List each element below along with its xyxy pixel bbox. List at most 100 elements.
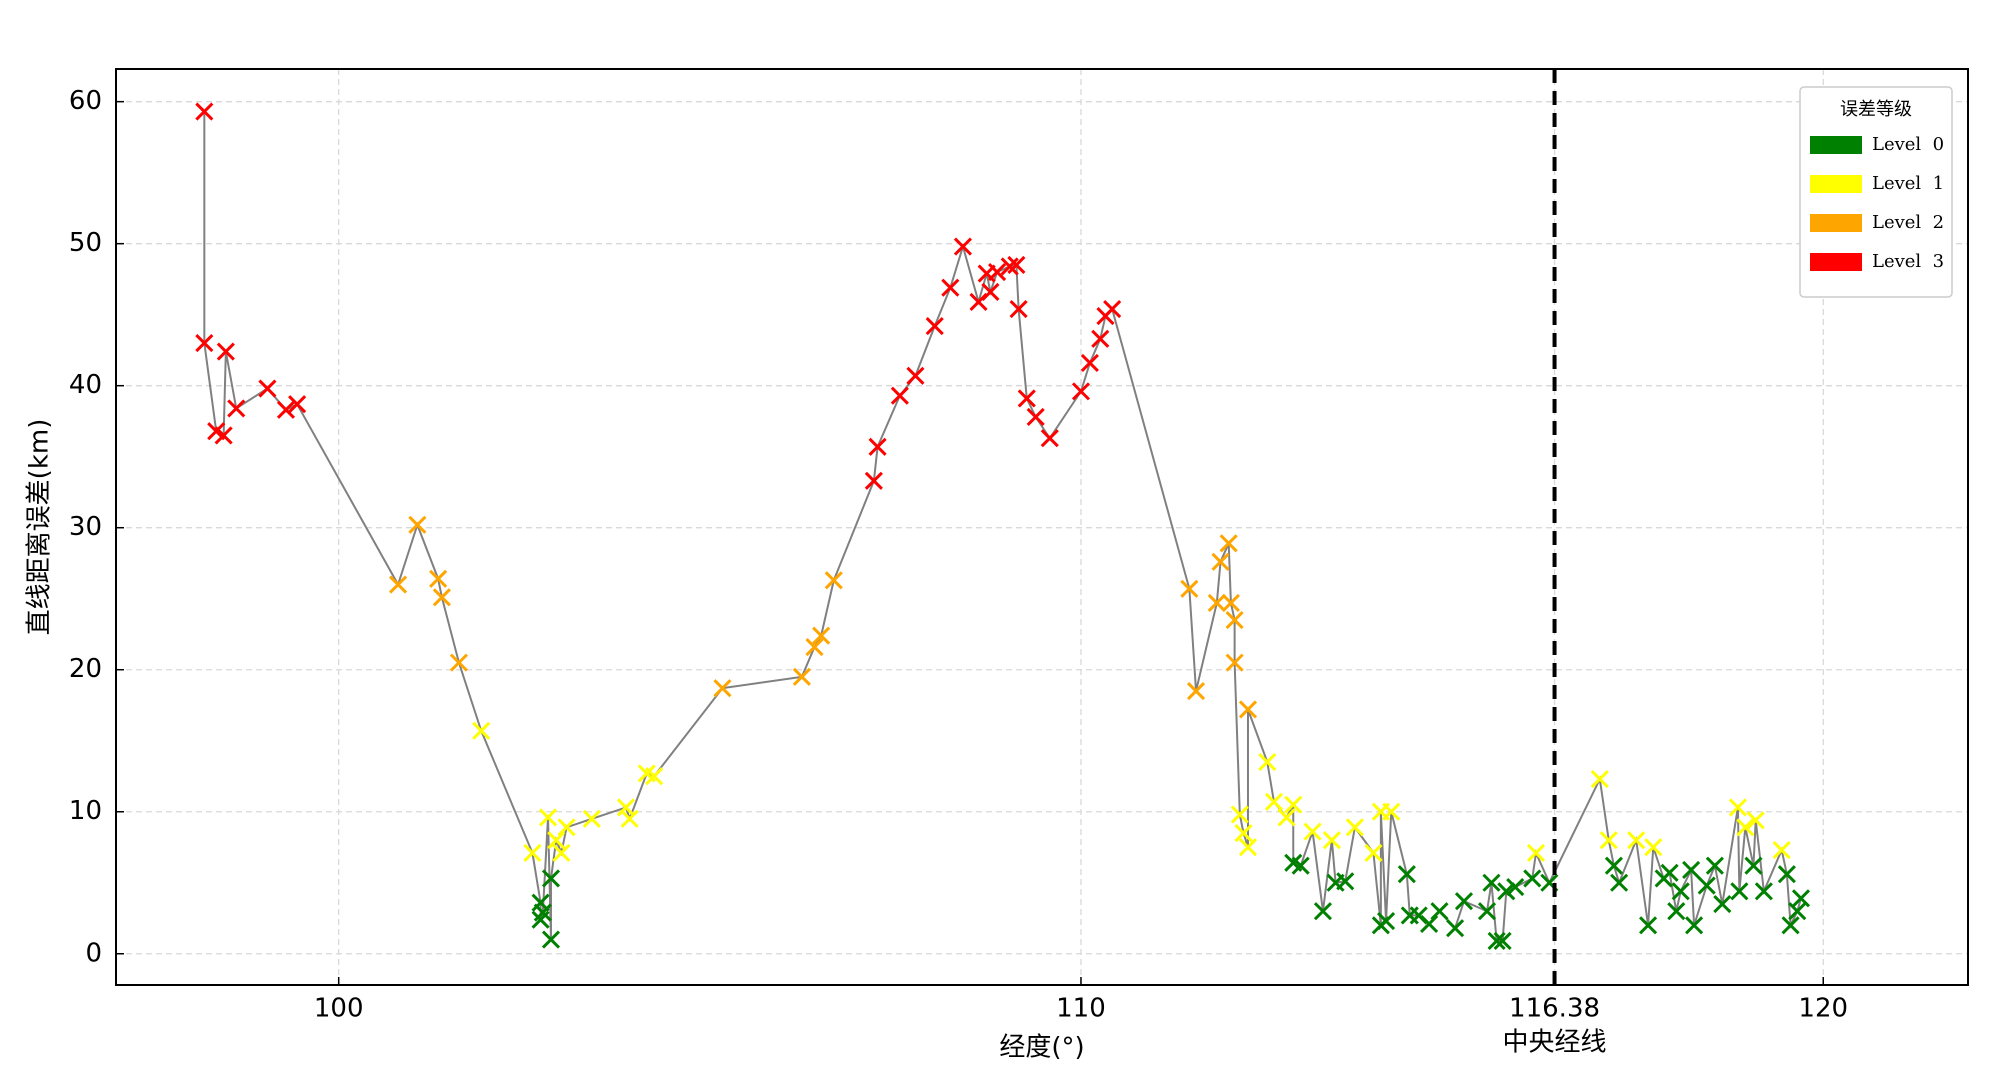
x-marker <box>1225 653 1244 672</box>
x-marker <box>1697 876 1716 895</box>
x-marker <box>868 437 887 456</box>
y-tick-label: 40 <box>69 370 102 400</box>
x-marker <box>988 263 1007 282</box>
x-marker <box>1291 856 1310 875</box>
x-marker <box>214 426 233 445</box>
x-axis-label: 经度(°) <box>999 1033 1084 1063</box>
x-marker <box>557 818 576 837</box>
x-marker <box>389 575 408 594</box>
x-marker <box>1186 681 1206 701</box>
x-marker <box>195 102 214 121</box>
x-marker <box>472 721 491 740</box>
x-marker <box>1313 902 1333 921</box>
x-marker <box>1777 865 1796 884</box>
x-marker <box>1610 873 1629 892</box>
x-marker <box>906 366 925 385</box>
x-marker <box>1705 856 1724 875</box>
x-marker <box>582 809 601 828</box>
x-marker <box>1091 329 1110 348</box>
x-marker <box>1397 865 1416 884</box>
x-marker <box>1482 873 1501 892</box>
y-tick-label: 60 <box>69 86 102 116</box>
x-marker <box>1781 916 1800 935</box>
x-marker <box>1788 902 1807 921</box>
x-marker <box>449 653 468 672</box>
x-marker <box>1009 299 1028 319</box>
x-marker <box>276 400 296 419</box>
legend-label: Level 0 <box>1872 134 1944 155</box>
x-marker <box>1258 752 1277 772</box>
legend-label: Level 3 <box>1872 251 1944 272</box>
x-marker <box>1644 838 1663 857</box>
x-marker <box>227 399 246 418</box>
x-marker <box>541 930 561 949</box>
x-marker <box>432 588 451 607</box>
x-marker <box>1221 593 1240 613</box>
x-marker <box>1238 838 1258 857</box>
x-marker <box>1230 805 1249 824</box>
x-marker <box>1526 843 1546 862</box>
x-marker <box>1713 894 1732 914</box>
x-tick-label: 100 <box>314 994 364 1024</box>
x-marker <box>1599 831 1618 850</box>
x-marker <box>533 903 552 922</box>
x-marker <box>547 831 566 850</box>
x-marker <box>792 667 811 686</box>
x-marker <box>824 571 843 590</box>
x-marker <box>1364 843 1383 862</box>
x-marker <box>1736 818 1755 837</box>
x-marker <box>1336 872 1355 891</box>
x-marker <box>216 342 235 361</box>
x-marker <box>1303 822 1322 841</box>
x-marker <box>1685 916 1704 935</box>
data-line <box>203 111 1802 942</box>
x-tick-label: 116.38 <box>1509 994 1600 1024</box>
x-marker <box>1523 869 1542 888</box>
y-tick-label: 30 <box>69 512 102 542</box>
x-marker <box>1627 831 1646 850</box>
x-marker <box>1590 770 1609 789</box>
x-marker <box>408 515 427 534</box>
x-marker <box>1420 914 1439 933</box>
x-marker <box>925 316 944 336</box>
x-marker <box>1639 916 1658 935</box>
x-marker <box>1238 700 1258 719</box>
y-axis-label: 直线距离误差(km) <box>25 419 55 636</box>
x-marker <box>195 334 214 353</box>
x-marker <box>620 809 639 828</box>
x-marker <box>1080 353 1099 373</box>
x-marker <box>541 869 561 888</box>
x-marker <box>1017 389 1036 408</box>
x-marker <box>1671 882 1690 901</box>
x-marker <box>1493 931 1512 951</box>
x-marker <box>1744 856 1763 875</box>
x-marker <box>812 626 831 645</box>
x-marker <box>1345 818 1364 837</box>
x-marker <box>1772 841 1791 860</box>
central-meridian-label: 中央经线 <box>1503 1028 1607 1058</box>
y-tick-label: 50 <box>69 228 102 258</box>
x-marker <box>429 569 448 588</box>
x-marker <box>1000 257 1019 276</box>
x-marker <box>1180 579 1199 598</box>
x-marker <box>1667 902 1686 921</box>
x-tick-label: 110 <box>1056 994 1106 1024</box>
x-marker <box>258 379 277 398</box>
x-marker <box>1506 877 1525 897</box>
x-marker <box>953 237 973 256</box>
legend-swatch <box>1810 253 1862 271</box>
x-marker <box>1277 808 1296 827</box>
y-tick-label: 10 <box>69 796 102 826</box>
x-marker <box>538 808 558 827</box>
y-tick-label: 0 <box>85 938 102 968</box>
x-marker <box>1728 798 1747 817</box>
x-marker <box>1234 823 1253 843</box>
x-marker <box>1604 856 1623 875</box>
x-marker <box>941 278 960 297</box>
x-marker <box>890 386 909 405</box>
x-marker <box>1754 882 1773 901</box>
x-marker <box>552 843 571 862</box>
x-marker <box>1791 889 1811 908</box>
x-marker <box>1477 902 1497 921</box>
x-marker <box>616 798 636 817</box>
